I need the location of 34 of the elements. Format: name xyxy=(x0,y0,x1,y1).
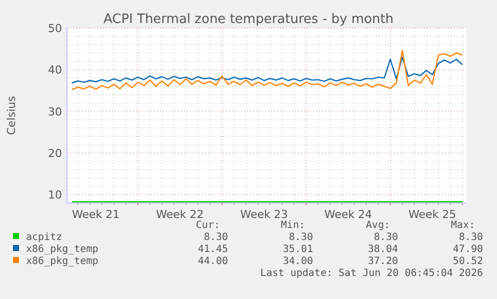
text: 8.30 xyxy=(458,232,483,243)
text: 44.00 xyxy=(198,256,228,267)
text: Min: xyxy=(280,220,305,231)
legend-label: acpitz xyxy=(26,232,62,243)
y-tick-label: 20 xyxy=(48,147,62,160)
text: 37.20 xyxy=(368,256,398,267)
text: 38.04 xyxy=(368,244,398,255)
line-series xyxy=(71,56,463,84)
y-tick-label: 50 xyxy=(48,22,62,35)
text: Last update: Sat Jun 20 06:45:04 2026 xyxy=(260,268,483,279)
text: Cur: xyxy=(196,220,220,231)
y-tick-label: 40 xyxy=(48,64,62,77)
x-tick-label: Week 22 xyxy=(156,208,204,221)
legend-label: x86_pkg_temp xyxy=(26,256,98,267)
legend-label: x86_pkg_temp xyxy=(26,244,98,255)
text: 47.90 xyxy=(452,244,483,255)
x-tick-label: Week 21 xyxy=(72,208,120,221)
text: 8.30 xyxy=(374,232,398,243)
text: 35.01 xyxy=(282,244,313,255)
x-tick-label: Week 25 xyxy=(408,208,456,221)
text: 8.30 xyxy=(288,232,313,243)
text: 50.52 xyxy=(452,256,483,267)
x-tick-label: Week 24 xyxy=(324,208,372,221)
y-axis-title: Celsius xyxy=(5,96,18,135)
text: Max: xyxy=(450,220,475,231)
text: 8.30 xyxy=(204,232,228,243)
y-tick-label: 30 xyxy=(48,105,62,118)
y-tick-label: 10 xyxy=(48,188,62,202)
chart-title: ACPI Thermal zone temperatures - by month xyxy=(103,12,394,27)
text: Avg: xyxy=(366,220,390,231)
x-tick-label: Week 23 xyxy=(240,208,288,221)
text: 41.45 xyxy=(198,244,228,255)
text: 34.00 xyxy=(282,256,313,267)
line-series xyxy=(71,50,463,90)
